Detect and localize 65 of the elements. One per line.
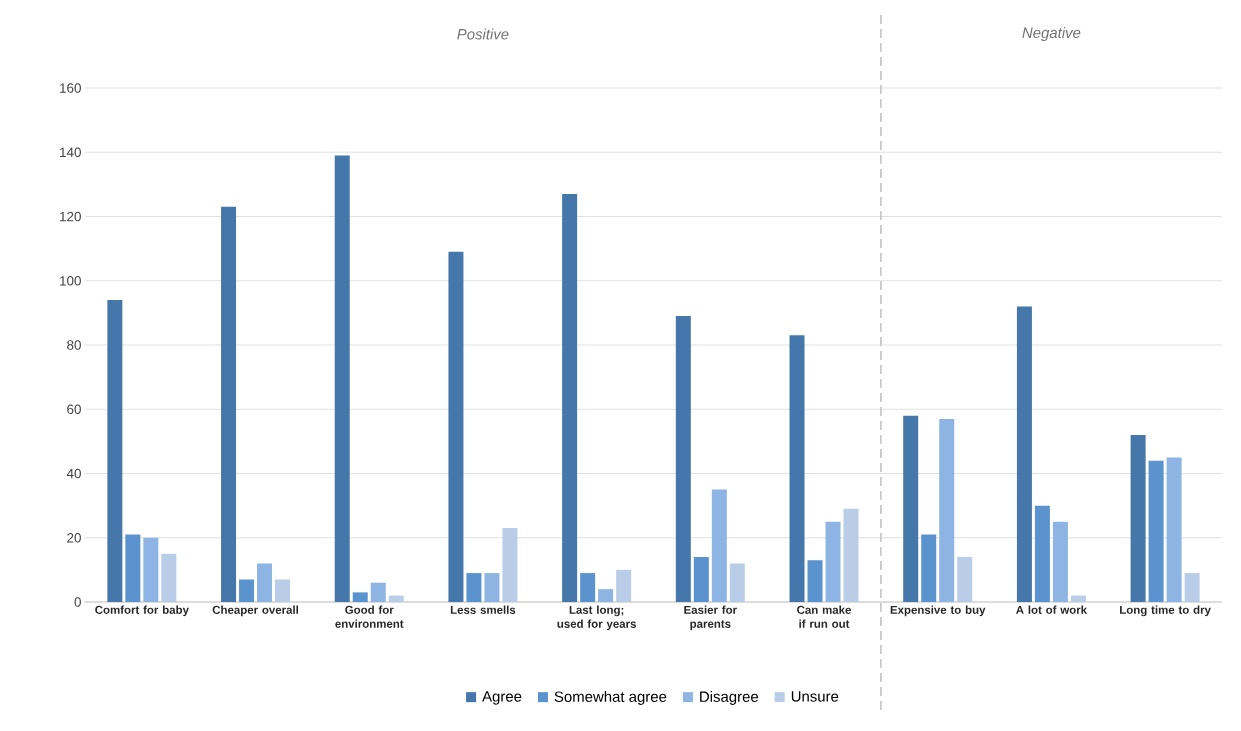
x-tick-label: Cheaper overall [212, 605, 299, 617]
bar [1130, 434, 1146, 602]
bar [675, 316, 691, 602]
y-tick-label: 40 [66, 468, 81, 479]
bar [221, 206, 237, 602]
x-tick-label: Good for environment [335, 605, 404, 628]
bar [939, 418, 955, 602]
legend-label: Somewhat agree [554, 690, 667, 705]
bar [143, 537, 159, 602]
bar [1016, 306, 1032, 602]
text: Negative [1022, 27, 1081, 41]
bar [825, 521, 841, 602]
bar [1052, 521, 1068, 602]
bar [1166, 457, 1182, 602]
bar [616, 569, 632, 602]
x-tick-label: Comfort for baby [95, 605, 189, 617]
bar [711, 489, 727, 602]
bar [729, 563, 745, 602]
y-tick-label: 60 [67, 404, 81, 414]
bar [275, 579, 291, 602]
bar [807, 560, 823, 602]
bar [562, 194, 578, 602]
x-tick-label: A lot of work [1016, 605, 1088, 614]
y-tick-label: 160 [60, 83, 81, 93]
bar [107, 300, 123, 602]
bar [484, 573, 500, 602]
x-tick-label: Expensive to buy [890, 605, 986, 617]
bar [1184, 573, 1200, 602]
y-tick-label: 20 [67, 532, 81, 543]
bar [388, 595, 404, 602]
bar [957, 557, 973, 602]
x-tick-label: Less smells [450, 605, 516, 614]
bar [466, 573, 482, 602]
bar [161, 553, 177, 602]
text: Positive [457, 28, 509, 40]
bar [334, 155, 350, 602]
bar [1148, 460, 1164, 602]
legend-label: Unsure [791, 691, 839, 702]
legend-label: Disagree [700, 690, 759, 705]
bar [1070, 595, 1086, 602]
x-tick-label: Can make if run out [797, 605, 852, 628]
bar [843, 508, 859, 602]
bar [257, 563, 273, 602]
y-tick-label: 80 [67, 340, 81, 350]
y-tick-label: 140 [60, 147, 81, 157]
bar [502, 528, 518, 602]
bar [125, 534, 141, 602]
bar [1034, 505, 1050, 602]
x-tick-label: Long time to dry [1120, 605, 1211, 617]
legend-label: Agree [482, 691, 522, 705]
bar [580, 573, 596, 602]
bar [352, 592, 368, 602]
y-tick-label: 100 [60, 275, 81, 286]
bar [921, 534, 937, 602]
bar [693, 557, 709, 602]
y-tick-label: 120 [60, 211, 81, 222]
bar [370, 582, 386, 602]
bar [598, 589, 614, 602]
x-tick-label: Last long; used for years [557, 605, 636, 631]
y-tick-label: 0 [74, 597, 81, 607]
x-tick-label: Easier for parents [684, 605, 737, 631]
bar [903, 415, 919, 602]
bar [789, 335, 805, 602]
bar [448, 251, 464, 602]
bar [239, 579, 255, 602]
